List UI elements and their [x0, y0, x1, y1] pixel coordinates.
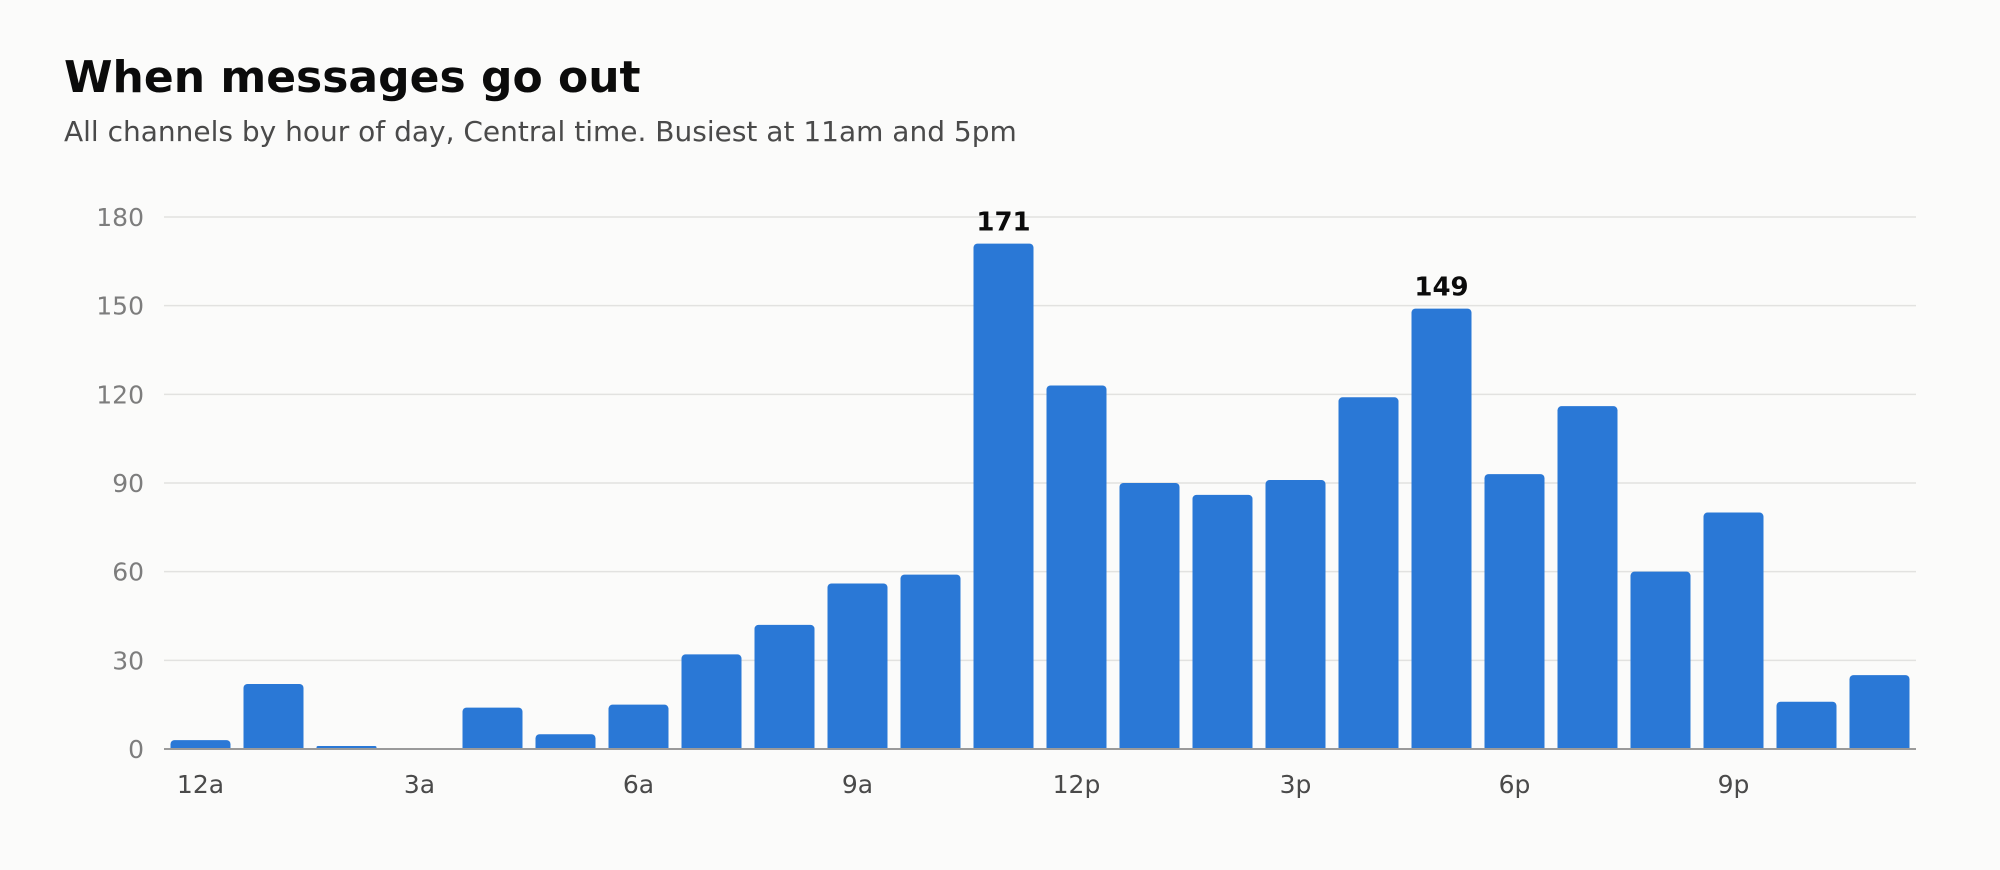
bar-4p [1338, 397, 1399, 753]
bar-10a [900, 574, 961, 753]
bar-7p [1557, 406, 1618, 753]
x-tick-label: 12p [1053, 770, 1101, 799]
y-tick-label: 0 [128, 735, 144, 764]
y-tick-label: 60 [112, 558, 144, 587]
chart-title: When messages go out [64, 52, 641, 103]
data-label: 171 [976, 208, 1030, 238]
bar-8p [1630, 571, 1691, 753]
bar-9p [1703, 512, 1764, 753]
baseline-mask [164, 749, 1916, 755]
y-tick-label: 30 [112, 646, 144, 675]
bar-11p [1849, 675, 1910, 753]
data-label: 149 [1414, 273, 1468, 303]
chart-subtitle: All channels by hour of day, Central tim… [64, 115, 1017, 148]
y-tick-label: 120 [96, 380, 144, 409]
y-tick-label: 180 [96, 203, 144, 232]
bar-6p [1484, 474, 1545, 753]
x-tick-label: 3a [404, 770, 435, 799]
x-tick-label: 6a [623, 770, 654, 799]
bar-3p [1265, 480, 1326, 753]
bar-2p [1192, 494, 1253, 753]
x-tick-label: 3p [1280, 770, 1312, 799]
x-tick-label: 9p [1718, 770, 1750, 799]
bar-9a [827, 583, 888, 753]
bar-5p [1411, 308, 1472, 753]
bar-12p [1046, 385, 1107, 753]
bar-1p [1119, 483, 1180, 753]
bar-7a [681, 654, 742, 753]
bar-8a [754, 624, 815, 753]
y-tick-label: 90 [112, 469, 144, 498]
bar-4a [462, 707, 523, 753]
x-tick-label: 6p [1499, 770, 1531, 799]
x-tick-label: 12a [177, 770, 224, 799]
bar-11a [973, 243, 1034, 753]
x-tick-label: 9a [842, 770, 873, 799]
y-tick-label: 150 [96, 292, 144, 321]
bar-6a [608, 704, 669, 753]
bar-1a [243, 683, 304, 753]
bar-10p [1776, 701, 1837, 753]
